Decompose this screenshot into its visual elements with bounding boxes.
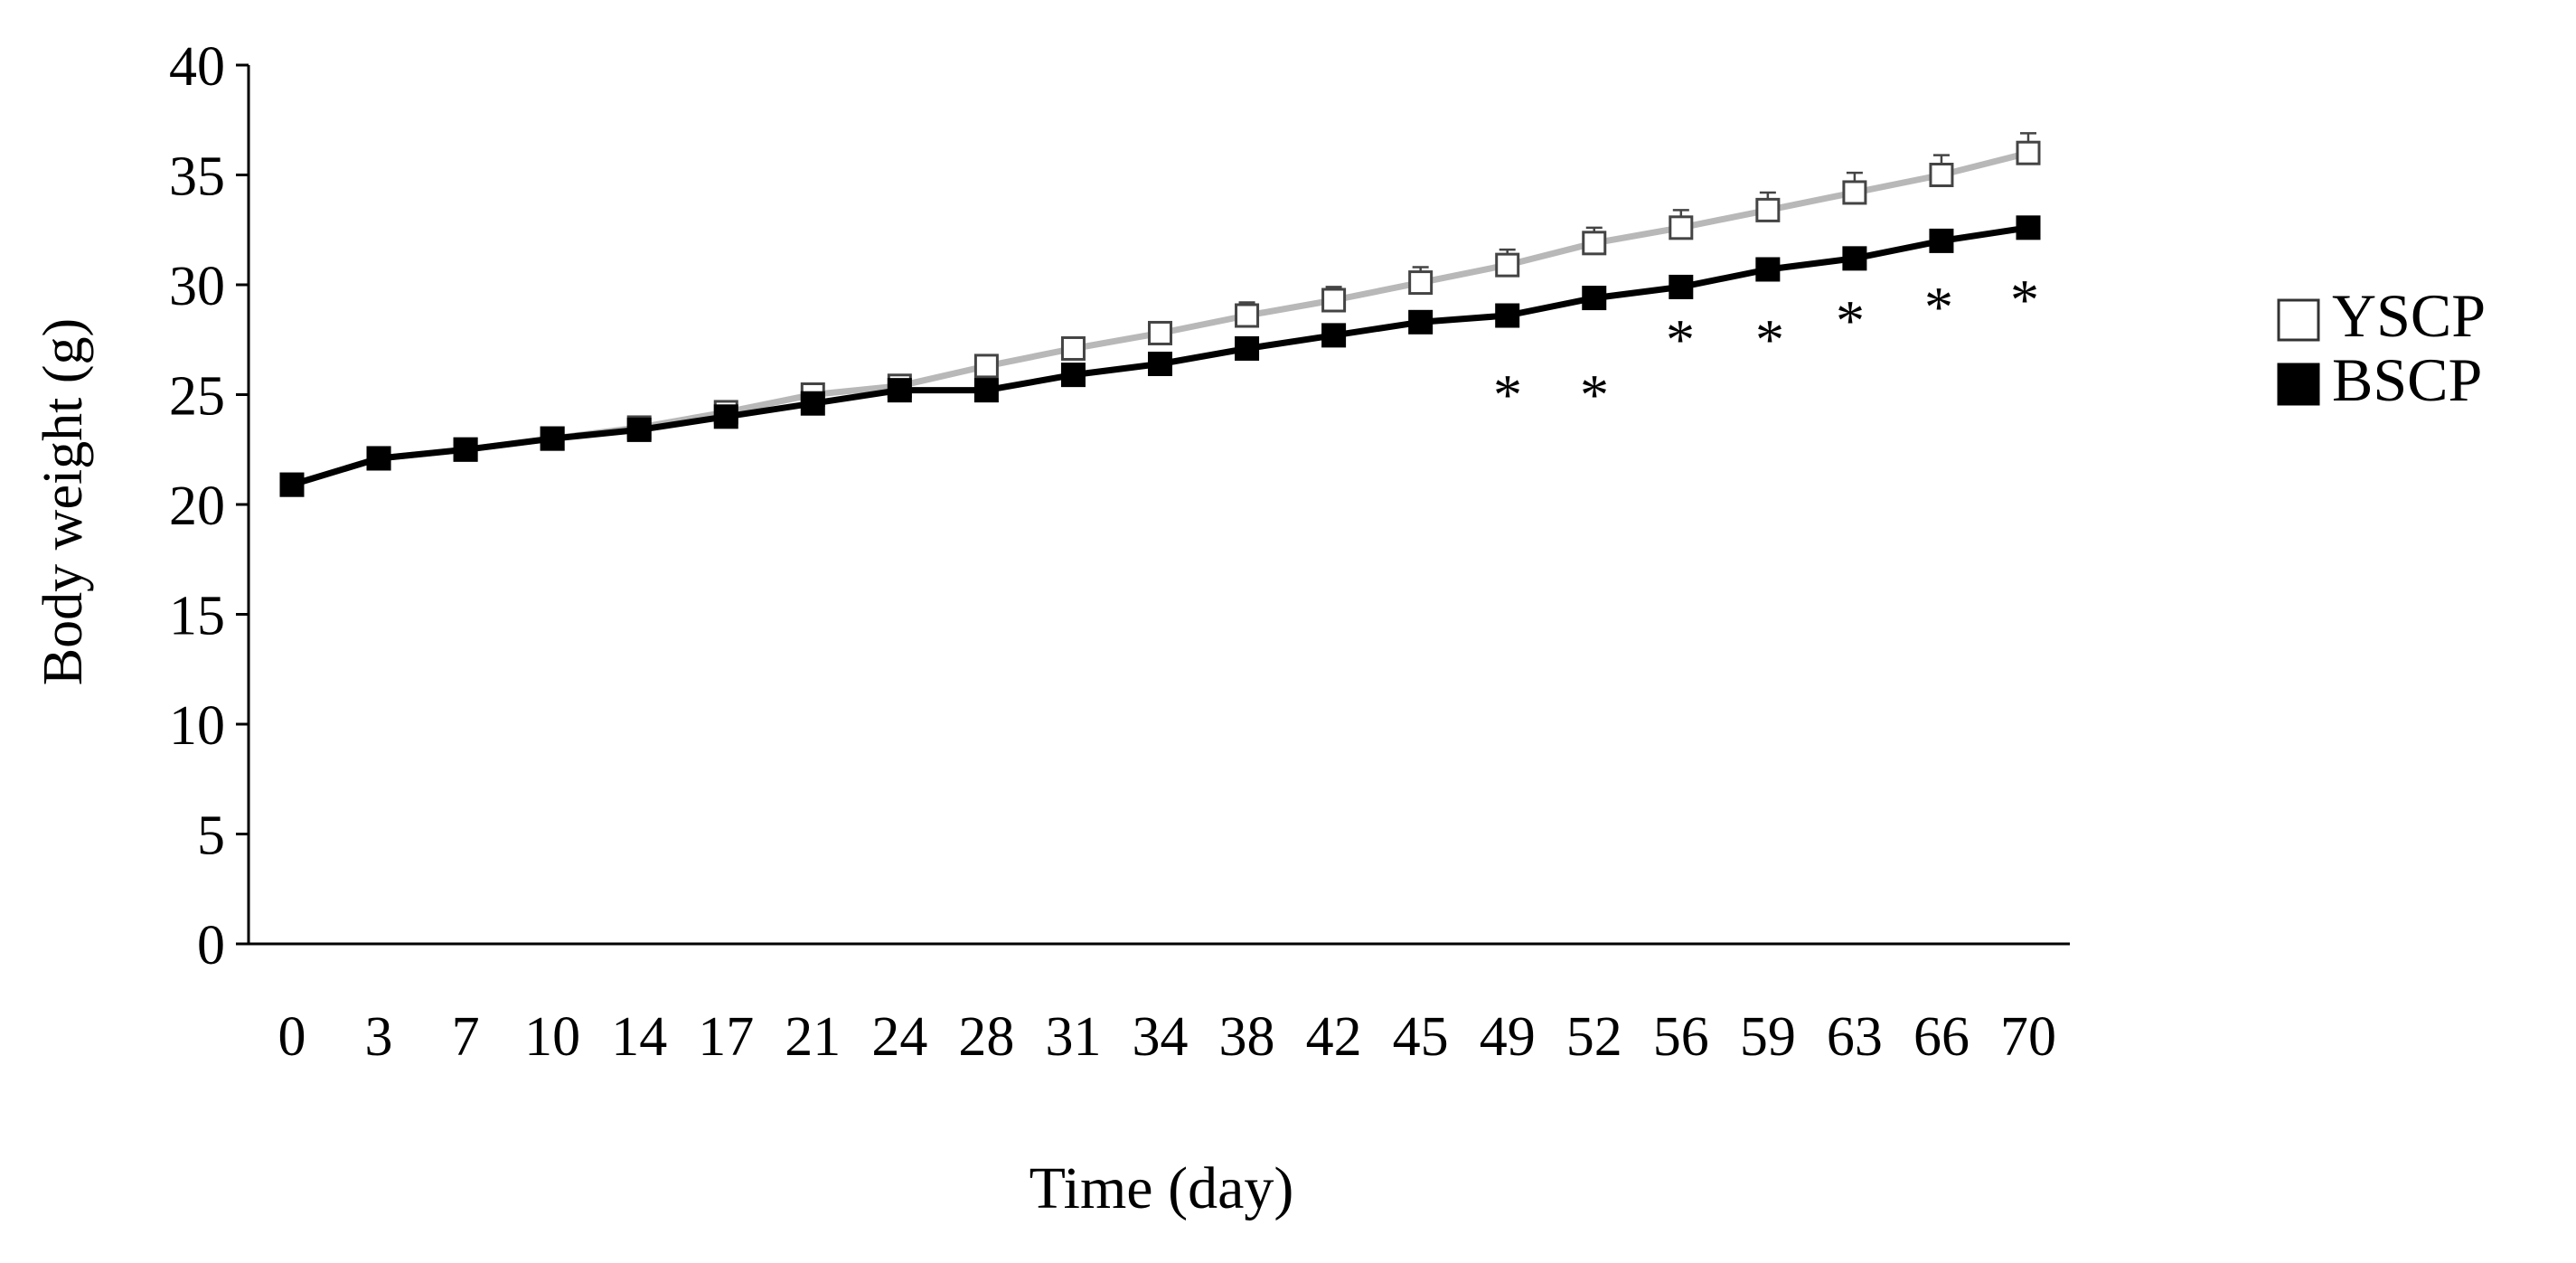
data-point-bscp xyxy=(1669,274,1694,299)
y-tick-label: 25 xyxy=(169,366,225,428)
x-tick-label: 42 xyxy=(1306,1006,1362,1068)
significance-asterisk: * xyxy=(1755,307,1784,372)
significance-annotations: * * * * * * * xyxy=(1493,268,2039,427)
x-tick-label: 38 xyxy=(1219,1006,1275,1068)
y-axis-title: Body weight (g) xyxy=(33,318,94,685)
data-point-yscp xyxy=(1582,231,1607,256)
data-point-bscp xyxy=(1148,351,1172,376)
data-point-bscp xyxy=(1929,228,1954,253)
data-point-bscp xyxy=(1408,309,1434,335)
legend-swatch-yscp xyxy=(2277,298,2320,342)
x-tick-label: 24 xyxy=(871,1006,927,1068)
x-tick-label: 7 xyxy=(452,1006,480,1068)
data-point-bscp xyxy=(973,378,999,403)
significance-asterisk: * xyxy=(1580,363,1609,427)
y-tick-label: 10 xyxy=(169,695,225,757)
x-tick-label: 31 xyxy=(1045,1006,1101,1068)
data-point-bscp xyxy=(1235,335,1260,361)
x-tick-label: 49 xyxy=(1480,1006,1536,1068)
x-tick-label: 0 xyxy=(278,1006,306,1068)
data-point-yscp xyxy=(1842,180,1867,205)
data-point-yscp xyxy=(1755,197,1781,222)
x-tick-label: 45 xyxy=(1393,1006,1449,1068)
data-point-yscp xyxy=(1321,287,1347,313)
data-point-bscp xyxy=(800,391,825,416)
x-tick-label: 63 xyxy=(1827,1006,1883,1068)
significance-asterisk: * xyxy=(1924,275,1953,339)
data-point-bscp xyxy=(453,437,478,462)
x-tick-label: 66 xyxy=(1913,1006,1970,1068)
x-tick-label: 52 xyxy=(1566,1006,1622,1068)
data-point-bscp xyxy=(2016,215,2041,240)
data-point-yscp xyxy=(1929,163,1954,187)
significance-asterisk: * xyxy=(2010,268,2039,332)
x-tick-label: 56 xyxy=(1653,1006,1709,1068)
data-point-bscp xyxy=(1842,246,1867,271)
data-point-bscp xyxy=(1321,323,1347,348)
series-bscp xyxy=(279,215,2041,497)
data-point-yscp xyxy=(1235,303,1260,328)
data-point-yscp xyxy=(2016,140,2041,165)
data-point-bscp xyxy=(626,417,652,442)
x-tick-label: 17 xyxy=(698,1006,754,1068)
legend: YSCP BSCP xyxy=(2277,281,2486,414)
y-tick-label: 30 xyxy=(169,256,225,317)
x-tick-label: 3 xyxy=(365,1006,393,1068)
data-point-yscp xyxy=(1408,270,1434,296)
data-point-bscp xyxy=(1582,286,1607,311)
x-tick-label: 14 xyxy=(611,1006,667,1068)
data-point-bscp xyxy=(540,426,565,451)
significance-asterisk: * xyxy=(1493,363,1522,427)
data-point-bscp xyxy=(713,404,738,429)
y-tick-label: 5 xyxy=(197,806,225,867)
legend-label-yscp: YSCP xyxy=(2332,281,2486,350)
x-tick-label: 10 xyxy=(524,1006,580,1068)
legend-label-bscp: BSCP xyxy=(2332,345,2482,414)
x-tick-label: 34 xyxy=(1133,1006,1189,1068)
data-point-bscp xyxy=(279,472,305,497)
y-tick-label: 0 xyxy=(197,915,225,976)
data-point-bscp xyxy=(1495,303,1520,328)
x-tick-label: 21 xyxy=(785,1006,841,1068)
data-point-yscp xyxy=(1060,335,1086,361)
x-axis-title: Time (day) xyxy=(1029,1155,1294,1221)
data-point-yscp xyxy=(973,353,999,379)
significance-asterisk: * xyxy=(1666,307,1695,372)
data-point-bscp xyxy=(1755,257,1781,282)
data-point-bscp xyxy=(366,446,391,471)
x-tick-label: 70 xyxy=(2000,1006,2056,1068)
x-tick-label: 59 xyxy=(1740,1006,1796,1068)
y-tick-label: 40 xyxy=(169,36,225,98)
data-point-bscp xyxy=(887,378,912,403)
y-tick-label: 35 xyxy=(169,146,225,208)
data-point-yscp xyxy=(1495,252,1520,278)
y-tick-label: 15 xyxy=(169,586,225,647)
data-point-yscp xyxy=(1669,215,1694,240)
data-point-bscp xyxy=(1060,363,1086,388)
y-tick-label: 20 xyxy=(169,476,225,537)
series-layer xyxy=(279,132,2041,497)
x-tick-label: 28 xyxy=(958,1006,1014,1068)
legend-swatch-bscp xyxy=(2277,363,2320,406)
significance-asterisk: * xyxy=(1836,288,1865,353)
data-point-yscp xyxy=(1148,320,1172,345)
